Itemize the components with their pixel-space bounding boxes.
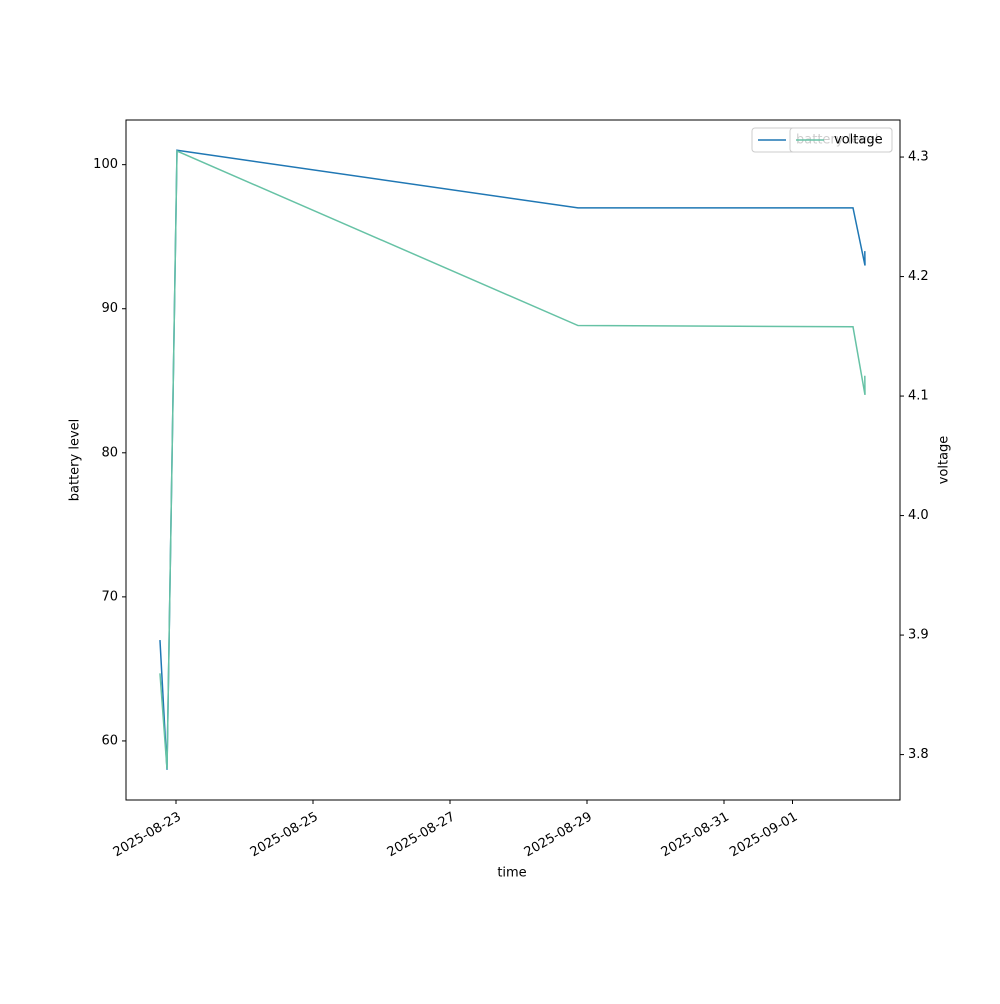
y-tick-label: 70 <box>101 589 118 604</box>
y2-tick-label: 3.8 <box>908 747 929 762</box>
y2-tick-label: 3.9 <box>908 628 929 643</box>
x-tick-label: 2025-09-01 <box>727 810 800 861</box>
legend: voltage <box>789 127 893 153</box>
x-tick-label: 2025-08-23 <box>111 810 184 861</box>
legend-label: voltage <box>834 133 883 148</box>
legend-box <box>789 127 893 153</box>
x-tick-label: 2025-08-27 <box>385 810 458 861</box>
y2-tick-label: 4.1 <box>908 389 929 404</box>
x-tick-label: 2025-08-31 <box>659 810 732 861</box>
x-tick-label: 2025-08-25 <box>248 810 321 861</box>
series-line <box>159 149 866 769</box>
y-tick-label: 90 <box>101 301 118 316</box>
plot-frame <box>125 119 901 801</box>
y-axis-label: battery level <box>68 419 83 502</box>
y-tick-label: 80 <box>101 445 118 460</box>
y-tick-label: 60 <box>101 733 118 748</box>
y2-tick-label: 4.0 <box>908 508 929 523</box>
y2-tick-label: 4.3 <box>908 150 929 165</box>
series-line <box>159 149 866 770</box>
y2-axis-label: voltage <box>937 436 952 485</box>
x-tick-label: 2025-08-29 <box>522 810 595 861</box>
y-tick-label: 100 <box>93 157 118 172</box>
x-axis-label: time <box>497 866 526 881</box>
y2-tick-label: 4.2 <box>908 269 929 284</box>
